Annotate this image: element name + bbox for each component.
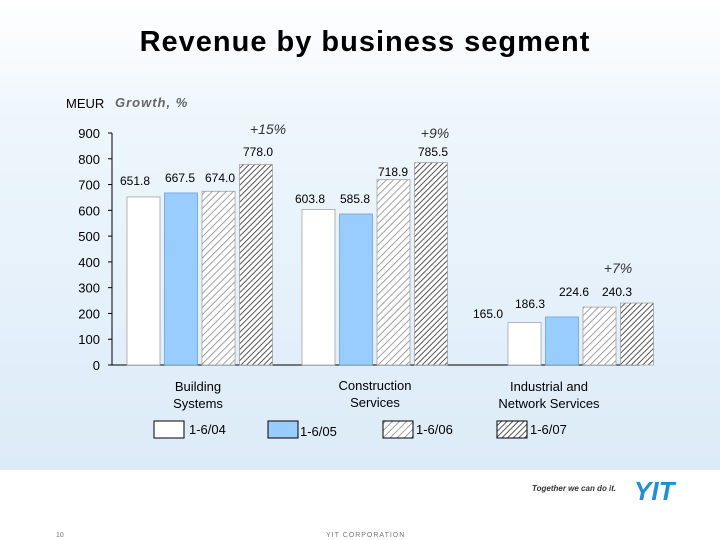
value-label: 585.8 <box>340 192 370 206</box>
value-label: 674.0 <box>205 171 235 185</box>
legend-swatch <box>267 420 299 439</box>
legend-label: 1-6/04 <box>189 422 226 437</box>
tagline: Together we can do it. <box>532 484 617 493</box>
y-tick-label: 0 <box>93 358 100 373</box>
bar <box>201 190 236 366</box>
value-label: 778.0 <box>243 145 273 159</box>
bar <box>339 213 373 366</box>
legend-label: 1-6/07 <box>530 422 567 437</box>
growth-label: Growth, % <box>115 95 189 110</box>
legend-label: 1-6/05 <box>300 424 337 439</box>
value-label: 165.0 <box>473 307 503 321</box>
bar <box>376 179 411 366</box>
y-tick-label: 600 <box>78 203 100 218</box>
category-label: Building Systems <box>173 379 223 411</box>
value-label: 785.5 <box>418 145 448 159</box>
legend-swatch <box>153 420 185 439</box>
corporation-label: YIT CORPORATION <box>326 532 406 539</box>
legend-swatch <box>382 420 414 439</box>
y-tick-label: 800 <box>78 152 100 167</box>
bar <box>620 302 654 366</box>
bar <box>239 164 273 366</box>
bar <box>126 196 161 366</box>
footer-background <box>0 470 720 540</box>
y-tick-label: 900 <box>78 126 100 141</box>
category-label: Construction Services <box>339 378 412 410</box>
y-tick-label: 200 <box>78 306 100 321</box>
y-tick-label: 300 <box>78 281 100 296</box>
value-label: 718.9 <box>378 165 408 179</box>
page-title: Revenue by business segment <box>139 26 591 58</box>
bar <box>414 162 448 366</box>
value-label: 667.5 <box>165 171 195 185</box>
bar <box>545 316 579 366</box>
growth-annotation: +15% <box>250 121 286 137</box>
bar <box>301 209 336 366</box>
value-label: 240.3 <box>602 285 632 299</box>
unit-label: MEUR <box>66 96 105 111</box>
revenue-bar-chart: 0 100 200 300 400 500 600 700 800 900 651.8 667.5 6… <box>78 121 654 439</box>
legend-label: 1-6/06 <box>416 422 453 437</box>
growth-annotation: +7% <box>604 260 632 276</box>
y-tick-label: 700 <box>78 178 100 193</box>
bar <box>507 322 542 366</box>
value-label: 224.6 <box>559 285 589 299</box>
page-number: 10 <box>56 532 64 539</box>
category-label: Industrial and Network Services <box>498 379 600 411</box>
legend-swatch <box>496 420 528 439</box>
value-label: 603.8 <box>295 192 325 206</box>
value-label: 186.3 <box>515 297 545 311</box>
bar <box>164 192 198 366</box>
logo-text: YIT <box>634 478 677 504</box>
y-tick-label: 100 <box>78 332 100 347</box>
bar <box>582 306 617 366</box>
y-tick-label: 500 <box>78 229 100 244</box>
growth-annotation: +9% <box>421 125 449 141</box>
yit-logo: YIT <box>634 478 677 504</box>
value-label: 651.8 <box>120 174 150 188</box>
y-tick-label: 400 <box>78 255 100 270</box>
